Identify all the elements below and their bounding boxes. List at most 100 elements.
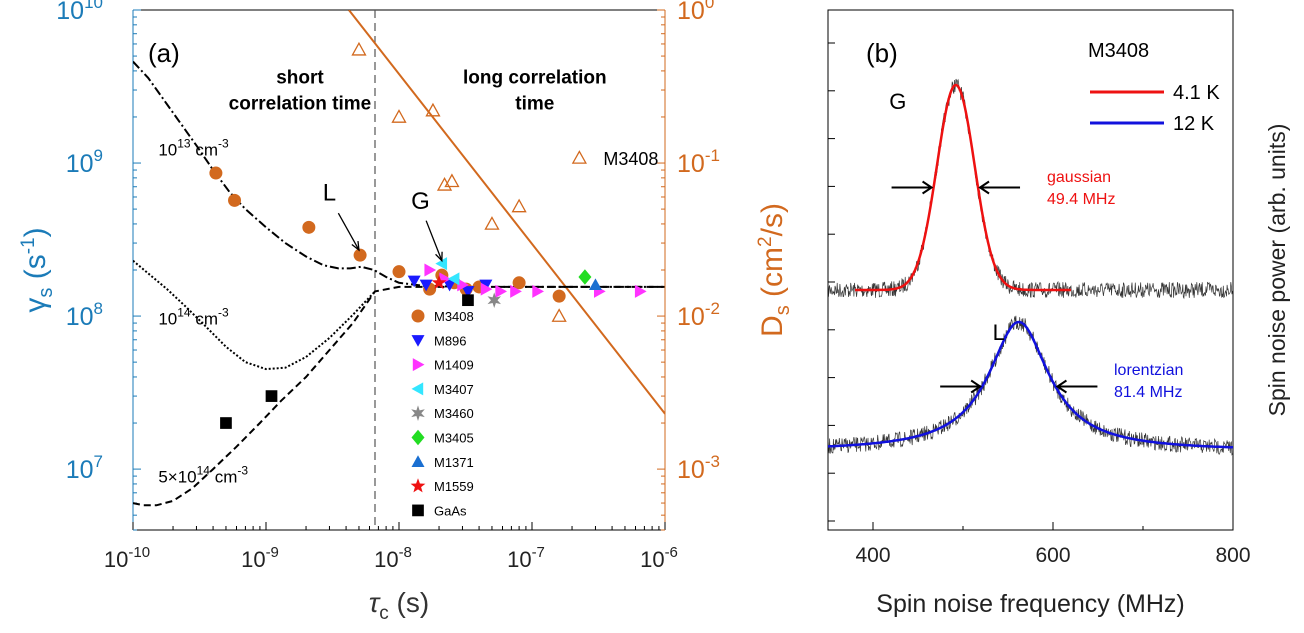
theory-curve-dashdot: [133, 60, 665, 288]
legend-marker-m1409: [412, 358, 425, 372]
fit-shape-label: lorentzian: [1114, 362, 1183, 379]
data-point-m896: [461, 286, 475, 298]
y-left-symbol: γ: [19, 298, 52, 313]
y-right-tick-exponent: -3: [705, 452, 720, 471]
y-right-title-group: Ds (cm2/s): [755, 203, 794, 337]
diffusion-point: [551, 308, 567, 322]
data-point-m1409: [495, 284, 508, 298]
conc-base: 10: [158, 141, 177, 160]
x-tick-label: 10-8: [374, 544, 412, 572]
conc-exp: 14: [177, 306, 191, 320]
x-tick-label: 600: [1035, 544, 1070, 567]
fit-width-label: 81.4 MHz: [1114, 384, 1182, 401]
region-label: short: [276, 68, 324, 89]
y-right-tick-mantissa: 10: [677, 150, 705, 178]
diffusion-point: [351, 41, 367, 56]
y-right-tick-exponent: 0: [705, 0, 714, 12]
region-label: time: [515, 94, 554, 115]
panel-label-a: (a): [148, 38, 180, 68]
y-left-tick-mantissa: 10: [66, 150, 94, 178]
region-label: long correlation: [463, 68, 607, 89]
fit-width-label: 49.4 MHz: [1047, 191, 1115, 208]
legend-label: 12 K: [1173, 113, 1215, 135]
conc-unit: cm: [191, 141, 218, 160]
legend-label-m3405: M3405: [434, 431, 474, 446]
y-right-tick-label: 100: [677, 0, 714, 25]
x-tick-label: 400: [855, 544, 890, 567]
data-point-gaas: [462, 294, 474, 307]
conc-exp: 13: [177, 137, 191, 151]
fit-shape-label: gaussian: [1047, 169, 1111, 186]
panel-a: 10-10 10-9 10-8 10-7 10-6107108109101010-310…: [18, 0, 794, 624]
plot-area: [133, 10, 665, 530]
x-axis-title: Spin noise frequency (MHz): [876, 590, 1184, 618]
y-left-tick-label: 1010: [56, 0, 103, 25]
x-axis-symbol: τ: [369, 587, 381, 618]
y-left-tick-label: 107: [66, 452, 103, 484]
legend-label-m1371: M1371: [434, 455, 474, 470]
legend-marker-m896: [411, 335, 425, 347]
fwhm-arrowhead: [970, 379, 982, 394]
y-title-group: Spin noise power (arb. units): [1264, 124, 1290, 417]
concentration-label: 1013 cm-3: [158, 137, 229, 160]
legend-label-m1409: M1409: [434, 358, 474, 373]
y-right-tick-mantissa: 10: [677, 303, 705, 331]
y-right-unit: (cm: [756, 247, 789, 305]
concentration-label: 5×1014 cm-3: [158, 463, 248, 486]
data-point-m3408: [552, 289, 566, 303]
x-tick-exponent: -7: [532, 544, 545, 561]
diffusion-point: [391, 109, 407, 123]
panel-label-b: (b): [866, 38, 898, 68]
legend-label-m896: M896: [434, 333, 467, 348]
theory-curve-dashed: [133, 285, 665, 507]
diffusion-point: [484, 216, 500, 230]
y-right-tick-mantissa: 10: [677, 456, 705, 484]
plot-frame: [827, 9, 1234, 531]
data-point-m3408: [209, 166, 223, 180]
y-left-tick-label: 108: [66, 299, 103, 331]
data-point-m3408: [512, 276, 526, 290]
peak-annotation-l: L: [323, 179, 336, 206]
data-point-m1409: [424, 263, 437, 277]
peak-label-g: G: [889, 89, 906, 114]
y-left-superscript: -1: [18, 237, 39, 254]
x-tick-label: 800: [1215, 544, 1250, 567]
y-axis-title: Spin noise power (arb. units): [1264, 124, 1290, 417]
y-left-tick-exponent: 9: [94, 146, 103, 165]
data-point-m3408: [228, 193, 242, 207]
data-point-m1409: [480, 282, 493, 296]
legend-label-m3407: M3407: [434, 382, 474, 397]
data-point-m896: [479, 279, 493, 292]
conc-unit: cm: [210, 467, 237, 486]
y-left-tick-mantissa: 10: [56, 0, 84, 25]
y-right-tick-label: 10-3: [677, 452, 720, 484]
y-left-unit: (s: [19, 254, 52, 287]
legend-marker-m1371: [411, 455, 425, 467]
y-left-tick-mantissa: 10: [66, 456, 94, 484]
x-axis-subscript: c: [379, 603, 389, 624]
legend-label: 4.1 K: [1173, 82, 1220, 104]
y-right-subscript: s: [772, 305, 794, 315]
conc-unit-exp: -3: [237, 463, 248, 477]
y-right-superscript: 2: [755, 236, 776, 247]
legend-label-gaas: GaAs: [434, 503, 467, 518]
data-point-m3408: [302, 220, 316, 234]
annotation-arrowhead: [435, 251, 443, 263]
diffusion-point: [511, 198, 527, 213]
data-point-m1559: [431, 275, 447, 290]
legend-marker-m3407: [411, 382, 424, 396]
diffusion-point: [436, 177, 453, 191]
y-right-tick-label: 10-2: [677, 299, 720, 331]
y-left-axis-title: γs (s-1): [18, 227, 57, 312]
legend-label-m3460: M3460: [434, 406, 474, 421]
data-point-m3407: [447, 272, 460, 286]
x-tick-label: 10-7: [507, 544, 545, 572]
data-point-m1371: [588, 278, 602, 291]
y-left-subscript: s: [35, 288, 57, 298]
data-point-m3460: [487, 292, 501, 308]
x-tick-exponent: -9: [266, 544, 279, 561]
annotation-arrowhead: [351, 241, 360, 252]
x-tick-mantissa: 10: [640, 547, 664, 572]
data-point-gaas: [265, 390, 278, 402]
